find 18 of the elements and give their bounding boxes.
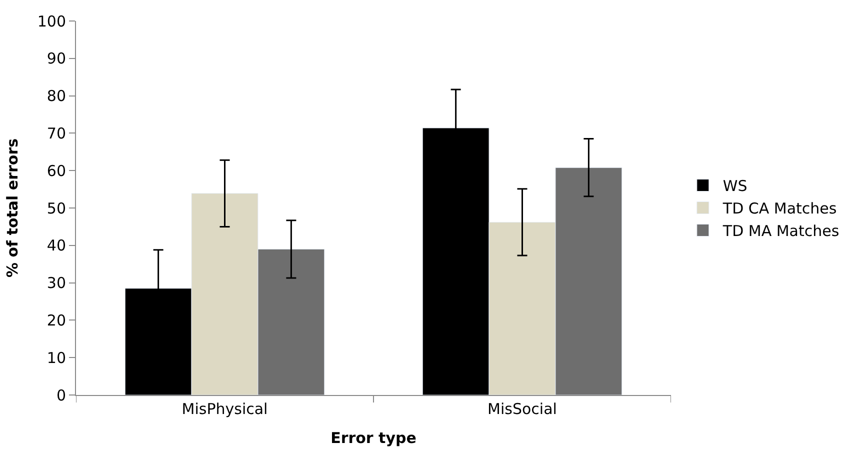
y-tick-label: 70 (46, 124, 66, 142)
legend-label: WS (722, 177, 748, 196)
x-axis-title: Error type (330, 429, 416, 447)
x-tick-label: MisPhysical (182, 400, 268, 418)
y-tick-label: 50 (46, 199, 66, 218)
legend-label: TD MA Matches (722, 222, 840, 240)
x-tick-label: MisSocial (488, 400, 557, 418)
y-tick-label: 20 (46, 311, 66, 330)
y-tick-label: 30 (46, 274, 66, 292)
y-tick-label: 100 (37, 12, 66, 30)
y-tick-label: 80 (46, 87, 66, 106)
y-tick-label: 40 (46, 236, 66, 255)
y-axis-title: % of total errors (4, 138, 22, 278)
y-tick-label: 90 (46, 50, 66, 68)
y-tick-label: 0 (56, 386, 66, 404)
legend-label: TD CA Matches (722, 200, 837, 218)
y-tick-label: 10 (46, 348, 66, 367)
y-tick-label: 60 (46, 162, 66, 180)
